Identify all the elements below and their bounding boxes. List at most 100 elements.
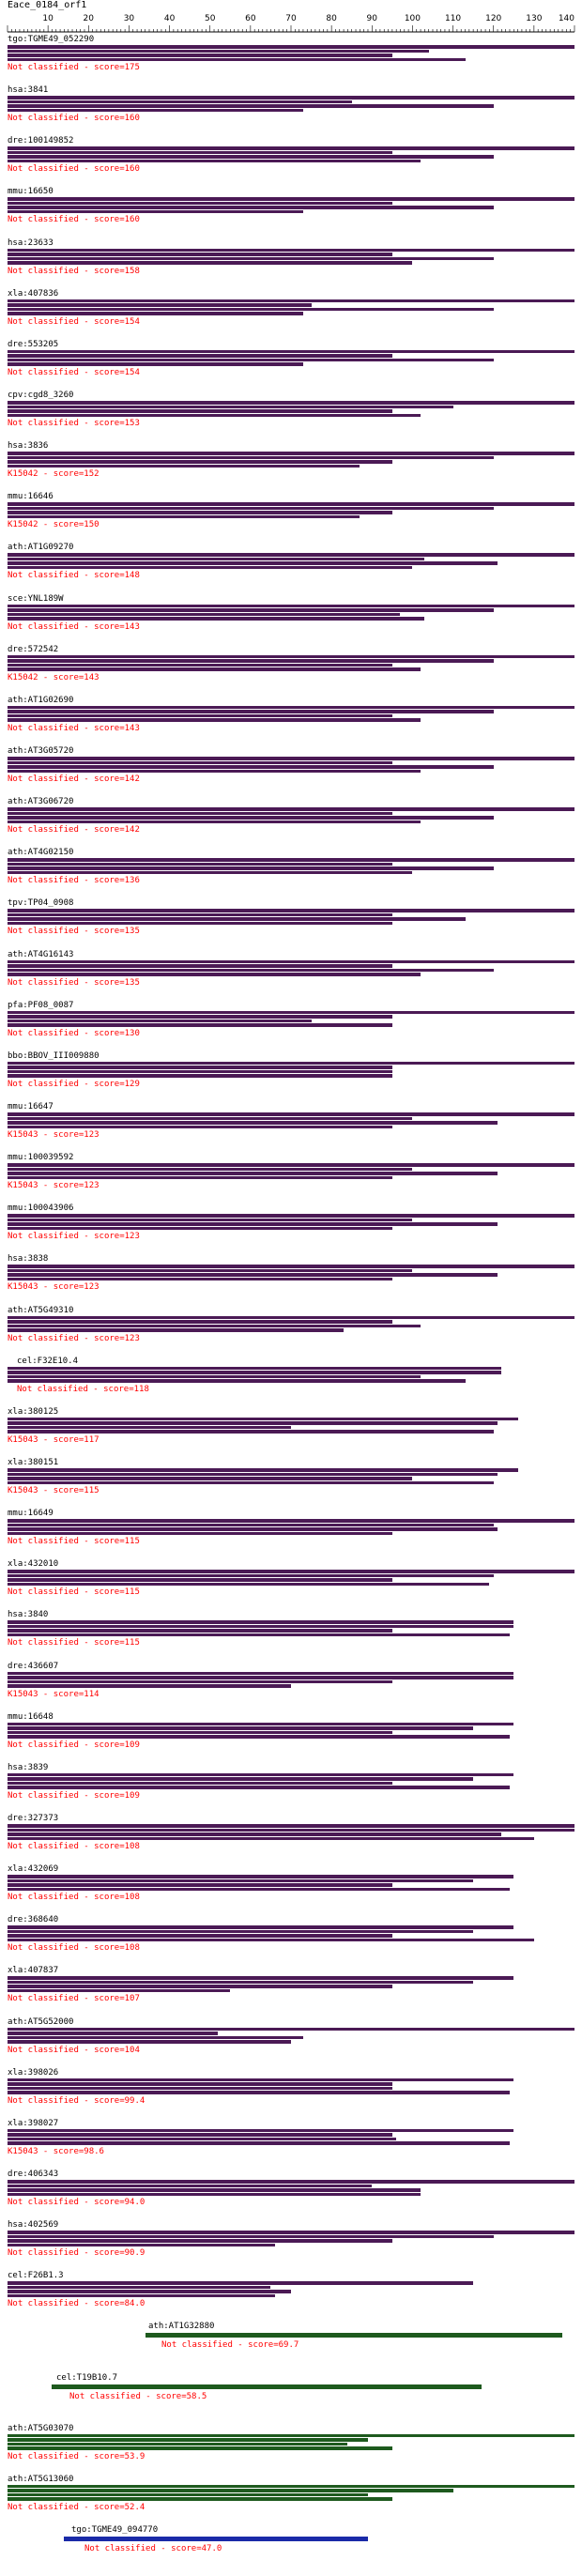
hit-name[interactable]: xla:380151 bbox=[8, 1458, 59, 1467]
ruler-tick-label: 120 bbox=[485, 14, 501, 23]
alignment-bar bbox=[8, 2442, 348, 2446]
hit-entry: bbo:BBOV_III009880 Not classified - score… bbox=[0, 1051, 582, 1102]
hit-name[interactable]: ath:AT5G52000 bbox=[8, 2016, 74, 2027]
alignment-bar bbox=[8, 1477, 413, 1480]
hit-name[interactable]: cpv:cgd8_3260 bbox=[8, 391, 74, 400]
hit-name[interactable]: xla:407837 bbox=[8, 1966, 59, 1976]
alignment-bar bbox=[8, 667, 421, 671]
hit-name[interactable]: mmu:16650 bbox=[8, 187, 54, 197]
hit-name[interactable]: dre:368640 bbox=[8, 1915, 59, 1925]
alignment-bar bbox=[8, 1421, 498, 1425]
hit-name[interactable]: sce:YNL189W bbox=[8, 593, 64, 604]
hit-name[interactable]: mmu:16649 bbox=[8, 1509, 54, 1519]
ruler-tick-label: 130 bbox=[526, 14, 542, 23]
alignment-bar bbox=[8, 312, 303, 315]
hit-entry: sce:YNL189W Not classified - score=143 bbox=[0, 594, 582, 645]
alignment-bar bbox=[8, 2446, 392, 2450]
hit-name[interactable]: hsa:3841 bbox=[8, 85, 49, 96]
alignment-bar bbox=[8, 1735, 510, 1739]
hit-name[interactable]: xla:432010 bbox=[8, 1559, 59, 1570]
hit-name[interactable]: cel:T19B10.7 bbox=[56, 2372, 118, 2383]
hit-score: Not classified - score=175 bbox=[8, 63, 140, 72]
hit-name[interactable]: tgo:TGME49_052290 bbox=[8, 35, 95, 44]
alignment-bar bbox=[8, 150, 392, 155]
hit-name[interactable]: ath:AT1G32880 bbox=[148, 2322, 215, 2332]
alignment-bar bbox=[8, 718, 421, 722]
alignment-bar bbox=[8, 820, 421, 824]
hit-name[interactable]: ath:AT5G03070 bbox=[8, 2423, 74, 2433]
hit-name[interactable]: mmu:100043906 bbox=[8, 1204, 74, 1214]
hit-name[interactable]: xla:398026 bbox=[8, 2067, 59, 2078]
alignment-bar bbox=[8, 201, 392, 206]
alignment-bar bbox=[8, 858, 574, 862]
hit-name[interactable]: mmu:16647 bbox=[8, 1102, 54, 1112]
hit-name[interactable]: hsa:402569 bbox=[8, 2220, 59, 2231]
hit-name[interactable]: dre:100149852 bbox=[8, 136, 74, 146]
alignment-bar bbox=[8, 2188, 421, 2192]
alignment-bar bbox=[8, 2133, 392, 2137]
alignment-bar bbox=[8, 1374, 421, 1379]
hit-score: Not classified - score=143 bbox=[8, 723, 140, 733]
alignment-bar bbox=[8, 413, 421, 417]
hit-name[interactable]: ath:AT4G16143 bbox=[8, 949, 74, 959]
hit-entry: xla:380151 K15043 - score=115 bbox=[0, 1458, 582, 1509]
hit-name[interactable]: tpv:TP04_0908 bbox=[8, 898, 74, 909]
hit-entry: hsa:3840 Not classified - score=115 bbox=[0, 1610, 582, 1661]
hit-name[interactable]: cel:F32E10.4 bbox=[17, 1356, 79, 1366]
alignment-bar bbox=[8, 612, 401, 617]
hit-name[interactable]: pfa:PF08_0087 bbox=[8, 1000, 74, 1010]
alignment-bar bbox=[8, 1379, 466, 1383]
hit-name[interactable]: hsa:3836 bbox=[8, 441, 49, 452]
hit-name[interactable]: mmu:100039592 bbox=[8, 1153, 74, 1163]
hit-name[interactable]: ath:AT5G49310 bbox=[8, 1305, 74, 1315]
hit-name[interactable]: ath:AT3G05720 bbox=[8, 746, 74, 756]
hit-name[interactable]: dre:327373 bbox=[8, 1814, 59, 1823]
hit-score: Not classified - score=99.4 bbox=[8, 2095, 146, 2106]
hit-name[interactable]: ath:AT3G06720 bbox=[8, 797, 74, 807]
alignment-bar bbox=[8, 307, 494, 312]
hit-name[interactable]: ath:AT1G09270 bbox=[8, 543, 74, 553]
alignment-bar bbox=[8, 57, 466, 61]
alignment-bar bbox=[8, 1371, 502, 1374]
hit-name[interactable]: xla:380125 bbox=[8, 1406, 59, 1417]
hit-entry: tgo:TGME49_094770 Not classified - score=… bbox=[0, 2525, 582, 2576]
hit-entry: xla:432069 Not classified - score=108 bbox=[0, 1864, 582, 1915]
hit-name[interactable]: xla:407836 bbox=[8, 288, 59, 299]
hit-name[interactable]: dre:553205 bbox=[8, 339, 59, 349]
hit-name[interactable]: hsa:23633 bbox=[8, 238, 54, 248]
alignment-bar bbox=[8, 1268, 413, 1273]
hit-name[interactable]: mmu:16646 bbox=[8, 492, 54, 502]
hit-entry: xla:407836 Not classified - score=154 bbox=[0, 289, 582, 340]
alignment-bar bbox=[8, 1417, 518, 1421]
alignment-bar bbox=[8, 1023, 392, 1027]
hit-name[interactable]: ath:AT5G13060 bbox=[8, 2474, 74, 2484]
hit-name[interactable]: hsa:3839 bbox=[8, 1762, 49, 1772]
alignment-bar bbox=[8, 710, 494, 713]
hit-score: Not classified - score=104 bbox=[8, 2045, 140, 2055]
hit-name[interactable]: ath:AT4G02150 bbox=[8, 848, 74, 858]
hit-entry: ath:AT1G02690 Not classified - score=143 bbox=[0, 696, 582, 746]
hit-name[interactable]: hsa:3840 bbox=[8, 1610, 49, 1620]
hit-score: Not classified - score=108 bbox=[8, 1943, 140, 1954]
hit-name[interactable]: hsa:3838 bbox=[8, 1254, 49, 1265]
hit-name[interactable]: dre:572542 bbox=[8, 644, 59, 654]
hit-name[interactable]: cel:F26B1.3 bbox=[8, 2271, 64, 2281]
hit-name[interactable]: bbo:BBOV_III009880 bbox=[8, 1050, 100, 1061]
hit-entry: mmu:16650 Not classified - score=160 bbox=[0, 187, 582, 238]
hit-name[interactable]: ath:AT1G02690 bbox=[8, 695, 74, 705]
alignment-bar bbox=[8, 1980, 474, 1985]
hit-name[interactable]: mmu:16648 bbox=[8, 1711, 54, 1722]
hit-name[interactable]: dre:436607 bbox=[8, 1661, 59, 1671]
alignment-bar bbox=[8, 617, 425, 621]
hit-name[interactable]: xla:398027 bbox=[8, 2118, 59, 2128]
hit-name[interactable]: xla:432069 bbox=[8, 1864, 59, 1875]
hit-score: Not classified - score=123 bbox=[8, 1232, 140, 1242]
alignment-bar bbox=[8, 197, 574, 201]
ruler-tick-label: 30 bbox=[124, 14, 135, 23]
alignment-bar bbox=[8, 1624, 514, 1629]
hit-name[interactable]: tgo:TGME49_094770 bbox=[71, 2525, 159, 2535]
hit-score: Not classified - score=154 bbox=[8, 367, 140, 377]
alignment-bar bbox=[64, 2537, 368, 2541]
hit-entry: dre:100149852 Not classified - score=160 bbox=[0, 136, 582, 187]
hit-name[interactable]: dre:406343 bbox=[8, 2170, 59, 2179]
